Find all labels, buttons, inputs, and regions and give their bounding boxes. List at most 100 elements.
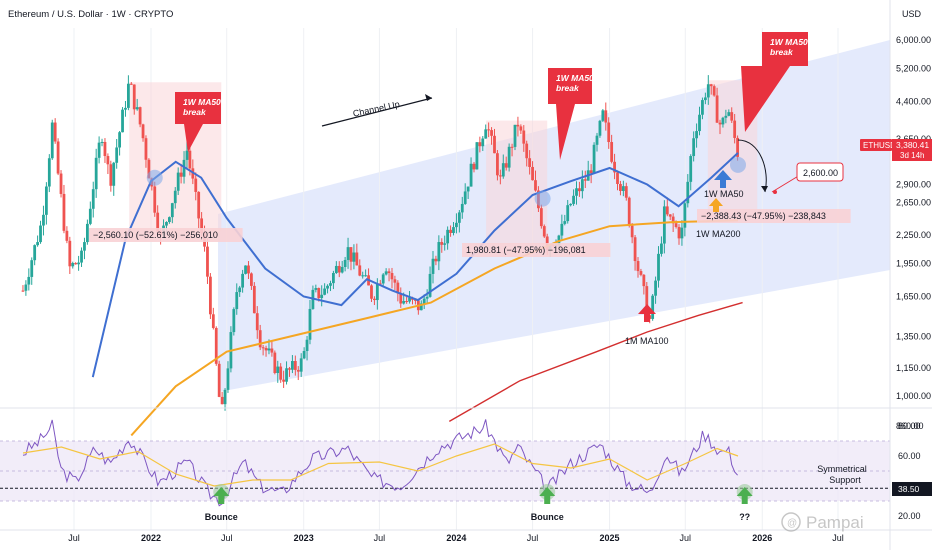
candle-body — [361, 275, 365, 277]
candle-body — [613, 161, 616, 173]
candle-body — [657, 253, 660, 281]
measure-label-1: −2,560.10 (−52.61%) −256,010 — [93, 230, 218, 240]
candle-body — [733, 120, 737, 138]
candle-body — [267, 348, 271, 351]
y-tick-label: 2,250.00 — [896, 230, 931, 240]
candle-body — [466, 186, 470, 192]
candle-body — [106, 156, 110, 165]
candle-body — [103, 141, 107, 157]
candle-body — [53, 122, 57, 142]
y-tick-label: 1,350.00 — [896, 331, 931, 341]
candle-body — [516, 124, 520, 127]
price-axis — [890, 0, 932, 550]
measure-label-1-bg — [89, 228, 243, 242]
candle-body — [188, 150, 192, 169]
candle-body — [97, 142, 101, 158]
candle-body — [71, 263, 75, 267]
candle-body — [674, 223, 678, 228]
candle-body — [364, 275, 368, 277]
candle-body — [220, 396, 224, 405]
candle-body — [308, 308, 312, 340]
candle-body — [683, 203, 687, 228]
candle-body — [59, 173, 63, 194]
watermark: @ Pampai — [781, 512, 864, 532]
candle-body — [217, 363, 221, 397]
candle-body — [457, 212, 461, 223]
candle-body — [440, 242, 444, 245]
candle-body — [387, 271, 391, 274]
candle-body — [83, 242, 86, 251]
candle-body — [569, 203, 573, 206]
candle-body — [100, 141, 104, 143]
candle-body — [332, 273, 335, 284]
candle-body — [200, 218, 204, 234]
candle-body — [662, 206, 666, 244]
candle-body — [592, 144, 596, 174]
candle-body — [226, 368, 230, 390]
candle-body — [30, 260, 34, 277]
candle-body — [627, 197, 631, 226]
candle-body — [250, 273, 253, 286]
rsi-value: 38.50 — [898, 484, 920, 494]
candle-body — [463, 191, 467, 204]
candle-body — [337, 265, 341, 273]
rsi-ma-line — [22, 443, 739, 487]
candle-body — [639, 271, 643, 275]
watermark-text: Pampai — [806, 513, 864, 532]
candle-body — [261, 347, 265, 349]
candle-body — [24, 284, 28, 291]
candle-body — [408, 297, 411, 302]
candle-body — [405, 301, 409, 303]
candle-body — [235, 292, 239, 310]
candle-body — [273, 352, 277, 374]
candle-body — [695, 131, 698, 139]
channel-arrowhead — [425, 94, 432, 101]
mma100-line — [448, 301, 743, 423]
candle-body — [498, 175, 502, 177]
candle-body — [583, 179, 587, 181]
candle-body — [223, 389, 227, 405]
candle-body — [493, 135, 496, 154]
candle-body — [74, 263, 78, 265]
candle-body — [624, 186, 628, 198]
candle-body — [314, 288, 318, 290]
candle-body — [668, 214, 672, 217]
chart-title: Ethereum / U.S. Dollar · 1W · CRYPTO — [8, 9, 173, 20]
candle-body — [156, 212, 160, 232]
candle-body — [129, 83, 133, 85]
break-circle-3 — [730, 156, 747, 173]
candle-body — [91, 189, 95, 209]
candle-body — [384, 271, 388, 275]
ma50-line — [91, 152, 739, 378]
candle-body — [607, 122, 611, 143]
candle-body — [730, 112, 734, 121]
candle-body — [288, 368, 291, 370]
candle-body — [42, 214, 45, 226]
candle-body — [434, 258, 438, 262]
candle-body — [402, 301, 406, 304]
y-tick-label: 3,650.00 — [896, 134, 931, 144]
x-tick-label: Jul — [832, 533, 844, 543]
measure-label-2: 1,980.81 (−47.95%) −196,081 — [466, 245, 586, 255]
rsi-line — [22, 419, 738, 507]
candle-body — [689, 156, 693, 182]
candle-body — [654, 280, 657, 296]
candle-body — [425, 296, 429, 299]
x-tick-label: Jul — [68, 533, 80, 543]
measure-box-2 — [486, 120, 548, 244]
candle-body — [320, 294, 324, 299]
candle-body — [285, 368, 288, 382]
candle-body — [531, 166, 534, 181]
ma50-arrow — [714, 170, 732, 188]
candle-body — [460, 203, 464, 213]
candle-body — [124, 107, 127, 110]
candle-body — [293, 361, 297, 370]
candle-body — [619, 183, 622, 191]
break-circle-1 — [146, 169, 163, 186]
y-tick-label: 860.00 — [896, 421, 924, 431]
candle-body — [21, 290, 25, 292]
candle-body — [317, 288, 321, 299]
x-tick-label: Jul — [374, 533, 386, 543]
candle-body — [206, 246, 209, 277]
projection-curve — [737, 139, 767, 193]
